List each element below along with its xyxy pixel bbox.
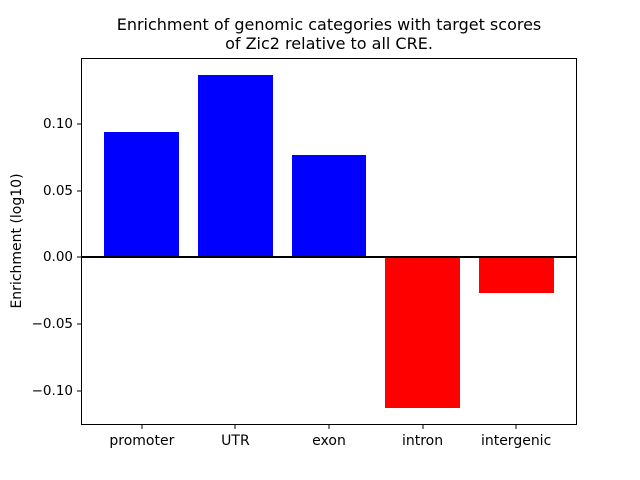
x-tick-mark	[234, 425, 236, 429]
x-tick-mark	[141, 425, 143, 429]
chart-title: Enrichment of genomic categories with ta…	[116, 15, 542, 53]
y-tick-mark	[77, 190, 81, 192]
bar-exon	[291, 154, 367, 258]
y-tick-label: 0.05	[42, 182, 73, 199]
y-tick-label: −0.05	[31, 316, 73, 333]
x-tick-label-UTR: UTR	[221, 433, 250, 449]
plot-area: 0.10 0.05 0.00 −0.05 −0.10 promoter UTR exon int…	[32, 58, 577, 449]
bar-intron	[385, 257, 460, 408]
y-tick-mark	[77, 390, 81, 392]
x-tick-mark	[515, 425, 517, 429]
x-tick-label-intergenic: intergenic	[480, 433, 552, 449]
bar-intergenic	[478, 257, 554, 294]
x-tick-mark	[328, 425, 330, 429]
y-tick-mark	[77, 123, 81, 125]
y-tick-label: −0.10	[31, 382, 73, 399]
bar-promoter	[104, 132, 180, 258]
y-tick-mark	[77, 323, 81, 325]
x-tick-label-exon: exon	[312, 433, 346, 449]
zero-baseline	[82, 256, 576, 259]
x-tick-label-intron: intron	[401, 433, 444, 449]
x-tick-mark	[422, 425, 424, 429]
y-tick-label: 0.10	[42, 116, 73, 133]
bar-UTR	[198, 74, 273, 258]
x-tick-label-promoter: promoter	[109, 433, 175, 449]
y-tick-mark	[77, 256, 81, 258]
y-axis-label: Enrichment (log10)	[9, 173, 25, 309]
y-tick-label: 0.00	[42, 249, 73, 266]
